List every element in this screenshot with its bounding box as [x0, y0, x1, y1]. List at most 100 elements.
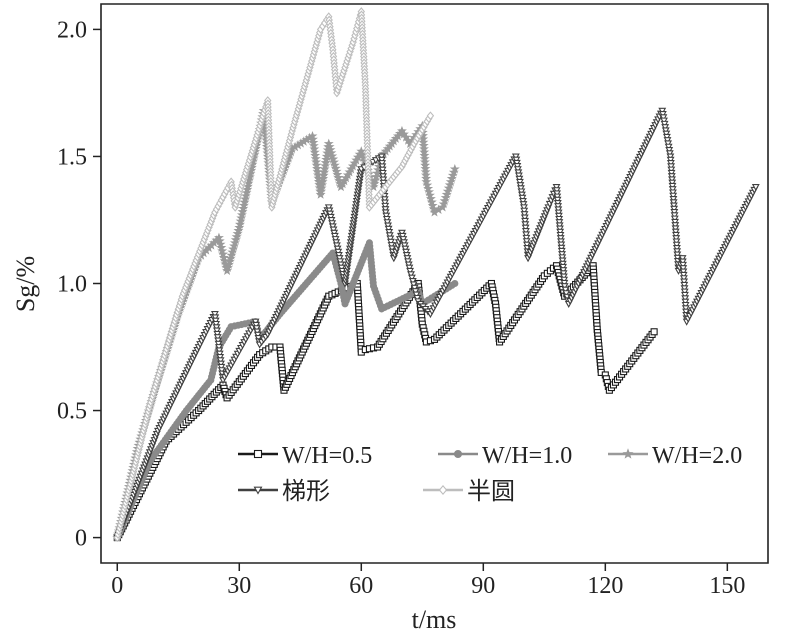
- triangle-down-marker: [671, 218, 679, 226]
- triangle-down-marker: [658, 111, 667, 119]
- triangle-down-marker: [216, 357, 225, 365]
- triangle-down-marker: [386, 238, 395, 246]
- triangle-down-marker: [670, 212, 679, 220]
- series-markers: [113, 7, 435, 543]
- triangle-down-marker: [214, 337, 223, 345]
- triangle-down-marker: [251, 318, 260, 326]
- triangle-down-marker: [660, 117, 668, 125]
- triangle-down-marker: [668, 179, 677, 187]
- triangle-down-marker: [378, 166, 387, 174]
- triangle-down-marker: [751, 183, 760, 192]
- triangle-down-marker: [378, 169, 387, 178]
- series-markers: [113, 239, 459, 542]
- triangle-down-marker: [410, 284, 419, 292]
- triangle-down-marker: [388, 245, 397, 253]
- triangle-down-marker: [406, 267, 415, 275]
- triangle-down-marker: [409, 281, 418, 289]
- triangle-down-marker: [385, 229, 394, 237]
- triangle-down-marker: [254, 334, 263, 343]
- x-tick-label: 120: [587, 573, 623, 599]
- triangle-down-marker: [385, 232, 394, 240]
- triangle-down-marker: [215, 347, 224, 355]
- triangle-down-marker: [381, 202, 390, 210]
- square-marker: [253, 449, 263, 459]
- series-2: [112, 105, 460, 542]
- triangle-down-marker: [521, 224, 530, 232]
- legend-item: W/H=2.0: [608, 443, 742, 469]
- triangle-down-marker: [386, 235, 395, 243]
- triangle-down-marker: [679, 261, 687, 269]
- triangle-down-marker: [379, 176, 388, 184]
- triangle-down-marker: [382, 212, 391, 220]
- triangle-down-marker: [520, 214, 529, 222]
- triangle-down-marker: [659, 114, 668, 122]
- triangle-down-marker: [660, 120, 669, 128]
- circle-marker: [451, 279, 459, 288]
- triangle-down-marker: [680, 281, 689, 289]
- triangle-down-marker: [252, 325, 261, 333]
- triangle-down-marker: [679, 268, 688, 276]
- legend-label: W/H=2.0: [652, 443, 742, 469]
- triangle-down-marker: [560, 283, 569, 291]
- triangle-down-marker: [379, 173, 387, 181]
- triangle-down-marker: [561, 286, 570, 294]
- triangle-down-marker: [377, 156, 386, 164]
- diamond-marker: [426, 111, 435, 121]
- triangle-down-marker: [665, 146, 674, 155]
- triangle-down-marker: [665, 150, 674, 158]
- triangle-down-marker: [411, 288, 420, 296]
- circle-marker: [453, 449, 463, 459]
- triangle-down-marker: [672, 235, 681, 243]
- series-4: [113, 7, 435, 543]
- triangle-down-marker: [215, 350, 224, 358]
- triangle-down-marker: [521, 217, 529, 225]
- triangle-down-marker: [413, 294, 422, 303]
- plot-area: [112, 7, 760, 543]
- triangle-down-marker: [668, 182, 677, 190]
- triangle-down-marker: [669, 202, 678, 210]
- triangle-down-marker: [672, 241, 681, 249]
- triangle-down-marker: [522, 238, 531, 246]
- triangle-down-marker: [671, 228, 680, 236]
- triangle-down-marker: [681, 291, 689, 299]
- legend-item: W/H=1.0: [438, 443, 572, 469]
- triangle-down-marker: [662, 130, 671, 138]
- triangle-down-marker: [217, 360, 225, 368]
- triangle-down-marker: [671, 225, 680, 233]
- triangle-down-marker: [669, 192, 678, 200]
- triangle-down-marker: [412, 291, 421, 299]
- triangle-down-marker: [381, 199, 389, 207]
- triangle-down-marker: [661, 124, 670, 132]
- triangle-down-marker: [217, 363, 226, 371]
- triangle-down-marker: [216, 353, 225, 362]
- triangle-down-marker: [381, 206, 390, 214]
- triangle-down-marker: [667, 166, 676, 174]
- triangle-down-marker: [520, 211, 529, 219]
- triangle-down-marker: [407, 271, 415, 279]
- triangle-down-marker: [520, 204, 528, 212]
- triangle-down-marker: [663, 137, 672, 145]
- triangle-down-marker: [253, 331, 262, 339]
- series-markers: [113, 107, 760, 542]
- triangle-down-marker: [681, 295, 690, 303]
- series-3: [113, 107, 760, 542]
- x-axis-ticks: 0 30 60 90 120 150: [111, 563, 745, 599]
- y-axis-title: Sg/%: [11, 256, 40, 312]
- triangle-down-marker: [378, 163, 387, 171]
- triangle-down-marker: [212, 327, 221, 335]
- triangle-down-marker: [679, 271, 688, 279]
- triangle-down-marker: [562, 290, 571, 298]
- triangle-down-marker: [673, 248, 682, 256]
- diamond-marker: [438, 484, 448, 496]
- x-tick-label: 30: [227, 573, 251, 599]
- triangle-down-marker: [384, 225, 393, 233]
- triangle-down-marker: [523, 241, 531, 249]
- triangle-down-marker: [213, 334, 222, 342]
- x-tick-label: 150: [709, 573, 745, 599]
- triangle-down-marker: [678, 258, 687, 266]
- triangle-down-marker: [387, 242, 396, 250]
- triangle-down-marker: [680, 278, 689, 286]
- triangle-down-marker: [681, 298, 690, 306]
- x-tick-label: 90: [471, 573, 495, 599]
